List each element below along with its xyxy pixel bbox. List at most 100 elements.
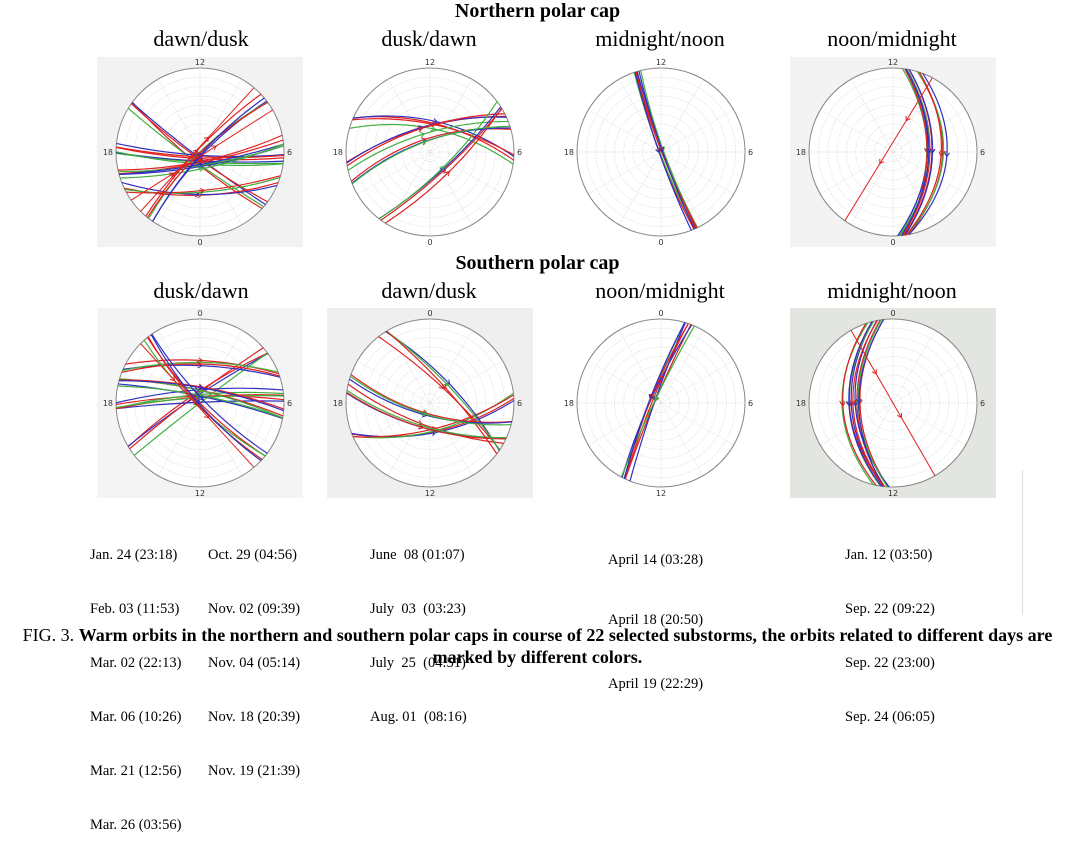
date-item: Nov. 18 (20:39): [208, 709, 301, 725]
axis-label: 0: [427, 309, 432, 318]
date-item: July 25 (04:51): [370, 655, 466, 671]
axis-label: 18: [333, 399, 343, 408]
axis-label: 12: [656, 489, 666, 498]
grid-spoke: [588, 360, 734, 446]
orbit-path: [130, 109, 274, 201]
axis-label: 18: [333, 148, 343, 157]
date-item: Mar. 02 (22:13): [90, 655, 182, 671]
date-item: April 19 (22:29): [608, 676, 704, 692]
axis-label: 6: [980, 399, 985, 408]
date-item: Aug. 01 (08:16): [370, 709, 467, 725]
grid-spoke: [387, 330, 473, 476]
grid-ring: [190, 142, 210, 162]
orbit-arrow: [855, 398, 862, 404]
axis-label: 0: [890, 238, 895, 247]
orbit-arrow: [654, 395, 660, 402]
grid-spoke: [387, 79, 473, 225]
axis-label: 6: [287, 399, 292, 408]
axis-label: 12: [425, 489, 435, 498]
date-item: Mar. 26 (03:56): [90, 817, 182, 833]
axis-label: 6: [748, 399, 753, 408]
axis-label: 12: [888, 489, 898, 498]
panel-title: midnight/noon: [595, 26, 725, 51]
axis-label: 6: [980, 148, 985, 157]
figure-caption: FIG. 3. Warm orbits in the northern and …: [0, 624, 1075, 668]
grid-spoke: [820, 109, 966, 195]
panel-title: dusk/dawn: [381, 26, 477, 51]
polar-plot: 12 0 18 6: [97, 57, 303, 247]
orbit-arrow: [926, 148, 932, 154]
date-item: April 14 (03:28): [608, 552, 704, 568]
caption-label: FIG. 3.: [22, 625, 75, 645]
axis-label: 0: [890, 309, 895, 318]
polar-plot: 0 12 18 6: [558, 308, 764, 498]
grid-spoke: [387, 330, 473, 476]
grid-spoke: [157, 330, 243, 476]
grid-ring: [651, 393, 671, 413]
orbit-arrow: [871, 369, 877, 375]
date-item: July 03 (03:23): [370, 601, 466, 617]
orbit-arrow: [431, 121, 437, 128]
grid-spoke: [357, 360, 503, 446]
southern-heading: Southern polar cap: [455, 252, 620, 274]
date-item: June 08 (01:07): [370, 547, 465, 563]
axis-label: 18: [796, 399, 806, 408]
orbit-arrow: [198, 166, 205, 173]
panel-title: noon/midnight: [595, 278, 725, 303]
orbit-arrow: [196, 152, 203, 159]
orbit-arrow: [897, 412, 903, 419]
orbit-arrow: [199, 187, 206, 194]
dates-list: April 14 (03:28) April 18 (20:50) April …: [608, 510, 703, 714]
date-item: Nov. 02 (09:39): [208, 601, 301, 617]
orbit-arrow: [169, 375, 176, 382]
panel-title: dawn/dusk: [381, 278, 477, 303]
axis-label: 18: [103, 148, 113, 157]
orbit-arrow: [648, 394, 655, 400]
orbit-arrow: [168, 172, 175, 178]
polar-plot: 12 0 18 6: [558, 57, 764, 247]
axis-label: 18: [103, 399, 113, 408]
grid-spoke: [618, 79, 704, 225]
orbit-arrow: [196, 392, 203, 399]
orbit-arrow: [198, 384, 204, 391]
grid-spoke: [357, 109, 503, 195]
axis-label: 6: [517, 148, 522, 157]
grid-ring: [420, 393, 440, 413]
grid-spoke: [618, 330, 704, 476]
axis-label: 0: [658, 238, 663, 247]
axis-label: 6: [748, 148, 753, 157]
orbit-path: [844, 77, 933, 222]
orbit-arrow: [938, 151, 945, 157]
panel-title: dusk/dawn: [153, 278, 249, 303]
polar-plot: 0 12 18 6: [327, 308, 533, 498]
date-item: Jan. 24 (23:18): [90, 547, 178, 563]
orbit-arrow: [905, 116, 911, 122]
orbit-arrow: [417, 126, 424, 133]
orbit-arrow: [196, 360, 202, 367]
grid-spoke: [850, 330, 936, 476]
date-item: Sep. 24 (06:05): [845, 709, 935, 725]
date-item: April 18 (20:50): [608, 612, 704, 628]
orbit-arrow: [203, 136, 210, 142]
date-item: Mar. 21 (12:56): [90, 763, 182, 779]
orbit-arrow: [658, 146, 664, 153]
grid-spoke: [588, 109, 734, 195]
grid-spoke: [127, 360, 273, 446]
orbit-path: [140, 87, 255, 212]
orbit-arrow: [421, 410, 428, 417]
grid-spoke: [127, 109, 273, 195]
grid-spoke: [157, 330, 243, 476]
axis-label: 0: [427, 238, 432, 247]
orbit-arrow: [203, 413, 210, 419]
axis-label: 6: [287, 148, 292, 157]
orbit-arrow: [845, 401, 852, 407]
orbit-arrow: [839, 401, 846, 408]
grid-spoke: [618, 330, 704, 476]
orbit-arrow: [944, 152, 950, 158]
orbit-arrow: [439, 165, 445, 172]
orbit-path: [850, 330, 936, 476]
orbit-arrow: [649, 394, 656, 400]
date-item: Sep. 22 (09:22): [845, 601, 935, 617]
axis-label: 0: [197, 309, 202, 318]
dates-list: Jan. 24 (23:18) Feb. 03 (11:53) Mar. 02 …: [90, 510, 181, 852]
